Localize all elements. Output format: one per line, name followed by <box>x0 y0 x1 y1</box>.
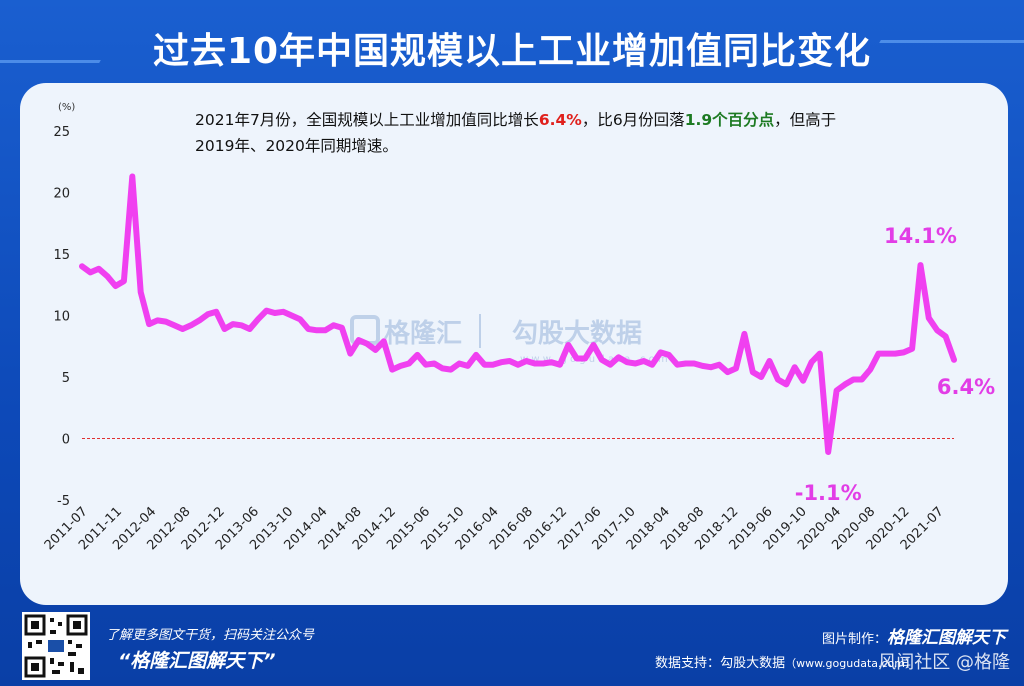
watermark-brand-2: 勾股大数据 <box>512 319 642 349</box>
summary-note: 2021年7月份，全国规模以上工业增加值同比增长6.4%，比6月份回落1.9个百… <box>195 107 855 159</box>
credit-design-label: 图片制作： <box>821 632 887 647</box>
note-text-3: ，但高于2019年、2020年同期增速。 <box>195 111 837 155</box>
data-label: 6.4% <box>937 375 995 399</box>
weibo-watermark: 风闻社区 @格隆 <box>878 652 1010 673</box>
watermark-url: w w w . g o g u d a t a . c o m <box>520 354 668 365</box>
y-tick-label: 0 <box>62 433 70 448</box>
y-tick-label: 15 <box>53 248 70 263</box>
data-label: -1.1% <box>795 481 862 505</box>
y-axis-unit: (%) <box>58 102 75 113</box>
y-tick-label: 5 <box>62 371 70 386</box>
chart-card <box>20 83 1008 605</box>
watermark: 格隆汇 勾股大数据 w w w . g o g u d a t a . c o … <box>350 314 668 365</box>
series-line <box>79 173 957 455</box>
qr-code-icon[interactable] <box>22 612 90 680</box>
note-highlight-change: 1.9个百分点 <box>684 111 775 129</box>
y-tick-label: -5 <box>57 494 70 509</box>
y-tick-label: 20 <box>53 187 70 202</box>
footer-slogan: 了解更多图文干货，扫码关注公众号 <box>106 628 315 643</box>
credit-design: 图片制作：格隆汇图解天下 <box>655 626 1006 652</box>
credit-data: 数据支持：勾股大数据（www.gogudata.com） <box>655 652 1006 676</box>
page-title: 过去10年中国规模以上工业增加值同比变化 <box>152 31 872 72</box>
credit-data-url: （www.gogudata.com） <box>785 657 916 670</box>
data-label: 14.1% <box>884 224 957 248</box>
y-tick-label: 25 <box>53 125 70 140</box>
credit-data-value: 勾股大数据 <box>720 656 786 671</box>
footer-brand-slogan: “格隆汇图解天下” <box>118 650 276 672</box>
credit-data-label: 数据支持： <box>655 656 721 671</box>
y-tick-label: 10 <box>53 310 70 325</box>
watermark-brand: 格隆汇 <box>384 318 462 349</box>
note-text-2: ，比6月份回落 <box>581 111 685 129</box>
footer-credits: 图片制作：格隆汇图解天下 数据支持：勾股大数据（www.gogudata.com… <box>655 626 1006 676</box>
credit-design-value: 格隆汇图解天下 <box>887 628 1006 648</box>
note-highlight-value: 6.4% <box>538 111 582 129</box>
note-text-1: 2021年7月份，全国规模以上工业增加值同比增长 <box>195 111 539 129</box>
